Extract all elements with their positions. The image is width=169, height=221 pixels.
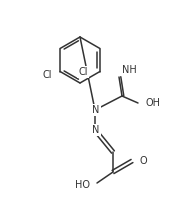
Text: OH: OH — [146, 98, 161, 108]
Text: N: N — [92, 105, 100, 115]
Text: HO: HO — [75, 180, 90, 190]
Text: N: N — [92, 125, 100, 135]
Text: Cl: Cl — [42, 69, 52, 80]
Text: O: O — [139, 156, 147, 166]
Text: NH: NH — [122, 65, 137, 75]
Text: Cl: Cl — [78, 67, 88, 77]
